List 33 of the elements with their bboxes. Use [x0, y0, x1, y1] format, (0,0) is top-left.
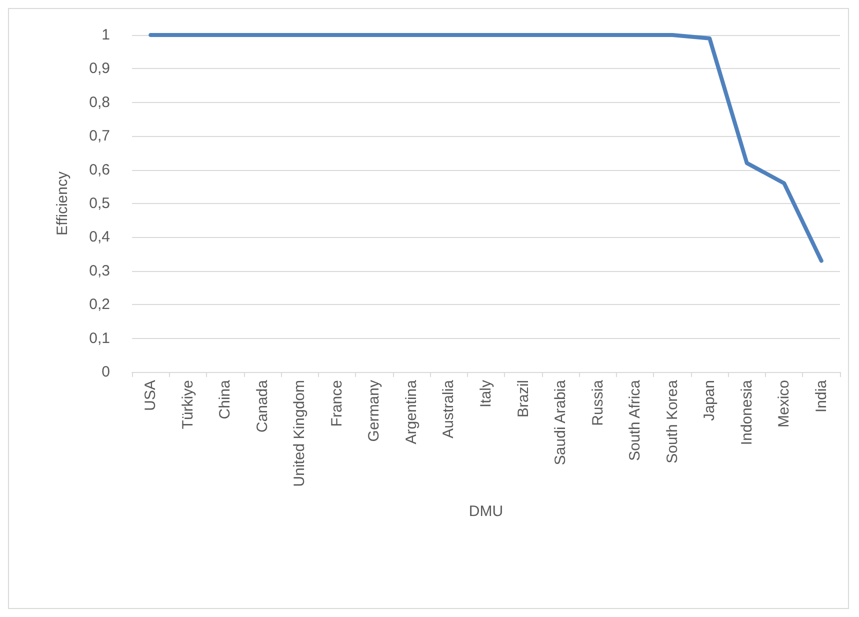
x-tick-label: Saudi Arabia — [552, 379, 570, 466]
line-series — [148, 33, 824, 263]
x-tick-label: South Africa — [626, 379, 644, 461]
x-tick-label: China — [216, 379, 234, 420]
y-tick-label: 1 — [102, 26, 110, 44]
y-tick-label: 0,6 — [89, 161, 110, 178]
y-tick-label: 0,2 — [89, 296, 110, 314]
x-tick-label: South Korea — [664, 379, 681, 464]
x-tick-label: Mexico — [776, 380, 793, 428]
x-tick-label: Brazil — [514, 380, 532, 418]
x-tick-label: Argentina — [402, 379, 420, 444]
x-tick-label: United Kingdom — [291, 380, 308, 487]
y-tick-label: 0,8 — [89, 94, 110, 111]
x-tick-label: USA — [142, 380, 160, 411]
y-tick-label: 0,5 — [89, 195, 110, 212]
y-tick-label: 0,7 — [89, 128, 110, 145]
y-tick-label: 0,9 — [89, 60, 110, 78]
x-tick-label: Canada — [254, 379, 271, 433]
y-tick-label: 0,1 — [89, 330, 110, 347]
x-tick-label: Russia — [589, 379, 606, 426]
x-axis-title: DMU — [468, 503, 504, 520]
x-tick-label: Türkiye — [179, 380, 196, 430]
x-tick-label: Italy — [478, 380, 494, 408]
x-tick-label: India — [812, 379, 830, 413]
x-tick-label: Germany — [366, 380, 383, 442]
x-tick-label: Japan — [701, 380, 718, 421]
y-tick-label: 0,4 — [89, 228, 110, 246]
y-tick-label: 0 — [102, 364, 110, 380]
x-tick-label: Australia — [440, 379, 458, 438]
y-tick-label: 0,3 — [89, 262, 110, 280]
x-tick-label: France — [328, 380, 346, 427]
x-tick-label: Indonesia — [738, 379, 756, 446]
y-axis-title: Efficiency — [54, 171, 71, 236]
